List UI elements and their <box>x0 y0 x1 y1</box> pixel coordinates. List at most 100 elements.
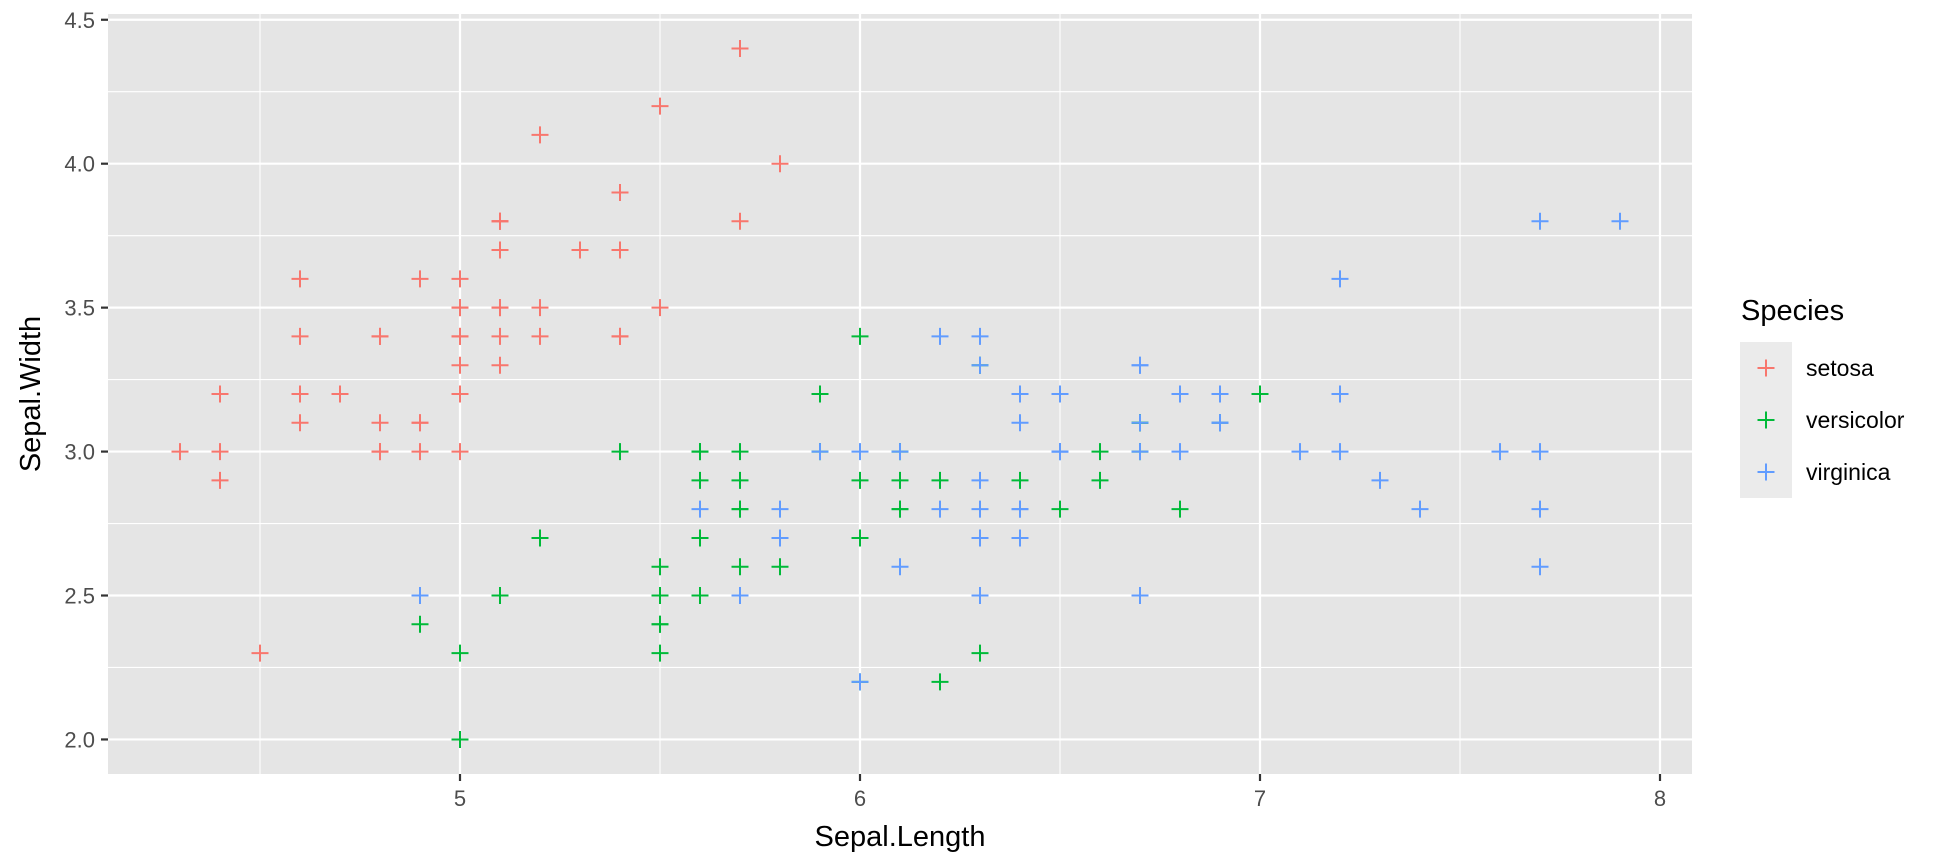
data-point-versicolor <box>1091 471 1109 489</box>
data-point-virginica <box>1011 529 1029 547</box>
data-point-setosa <box>371 414 389 432</box>
data-point-virginica <box>1331 270 1349 288</box>
y-tick-label: 3.0 <box>64 440 95 465</box>
data-point-versicolor <box>891 471 909 489</box>
legend-label-setosa: setosa <box>1806 355 1874 381</box>
data-point-setosa <box>291 270 309 288</box>
data-point-versicolor <box>931 471 949 489</box>
data-point-virginica <box>1291 443 1309 461</box>
data-point-virginica <box>971 471 989 489</box>
data-point-versicolor <box>851 471 869 489</box>
data-point-setosa <box>491 327 509 345</box>
data-point-setosa <box>451 299 469 317</box>
data-point-virginica <box>1531 443 1549 461</box>
y-tick-label: 4.5 <box>64 8 95 33</box>
x-tick-label: 6 <box>854 786 866 811</box>
data-point-setosa <box>291 385 309 403</box>
data-point-virginica <box>851 673 869 691</box>
data-point-virginica <box>1491 443 1509 461</box>
data-point-versicolor <box>1051 500 1069 518</box>
data-point-virginica <box>1051 443 1069 461</box>
data-point-versicolor <box>731 471 749 489</box>
data-point-setosa <box>611 183 629 201</box>
data-point-virginica <box>771 500 789 518</box>
data-point-virginica <box>971 500 989 518</box>
data-point-versicolor <box>651 615 669 633</box>
data-point-setosa <box>651 97 669 115</box>
data-point-virginica <box>1531 558 1549 576</box>
data-point-virginica <box>1131 414 1149 432</box>
data-point-setosa <box>411 414 429 432</box>
data-point-setosa <box>491 212 509 230</box>
data-point-versicolor <box>851 327 869 345</box>
x-axis-title: Sepal.Length <box>815 821 986 853</box>
data-point-setosa <box>211 385 229 403</box>
data-point-virginica <box>1211 385 1229 403</box>
data-point-versicolor <box>411 615 429 633</box>
data-point-setosa <box>731 40 749 58</box>
data-point-versicolor <box>651 558 669 576</box>
data-point-setosa <box>251 644 269 662</box>
data-point-virginica <box>1211 414 1229 432</box>
data-point-versicolor <box>811 385 829 403</box>
data-point-setosa <box>531 327 549 345</box>
data-point-setosa <box>451 443 469 461</box>
y-tick-label: 2.5 <box>64 584 95 609</box>
data-point-virginica <box>1131 356 1149 374</box>
data-point-virginica <box>1371 471 1389 489</box>
data-point-versicolor <box>1011 471 1029 489</box>
data-point-setosa <box>731 212 749 230</box>
y-axis-title: Sepal.Width <box>15 316 47 472</box>
data-points <box>171 40 1629 748</box>
data-point-versicolor <box>491 587 509 605</box>
data-point-virginica <box>1131 587 1149 605</box>
data-point-setosa <box>451 327 469 345</box>
x-tick-label: 7 <box>1254 786 1266 811</box>
data-point-versicolor <box>1251 385 1269 403</box>
y-tick-label: 3.5 <box>64 296 95 321</box>
data-point-setosa <box>571 241 589 259</box>
data-point-virginica <box>731 587 749 605</box>
data-point-setosa <box>491 241 509 259</box>
data-point-virginica <box>1131 443 1149 461</box>
data-point-versicolor <box>451 730 469 748</box>
y-tick-label: 4.0 <box>64 152 95 177</box>
data-point-setosa <box>211 471 229 489</box>
data-point-versicolor <box>531 529 549 547</box>
data-point-virginica <box>891 443 909 461</box>
data-point-versicolor <box>691 443 709 461</box>
data-point-versicolor <box>931 673 949 691</box>
data-point-setosa <box>411 443 429 461</box>
data-point-virginica <box>971 327 989 345</box>
data-point-versicolor <box>771 558 789 576</box>
data-point-virginica <box>1011 385 1029 403</box>
data-point-versicolor <box>731 558 749 576</box>
legend-marker-virginica <box>1757 463 1775 481</box>
data-point-virginica <box>851 443 869 461</box>
data-point-virginica <box>1611 212 1629 230</box>
data-point-versicolor <box>651 587 669 605</box>
data-point-setosa <box>291 327 309 345</box>
data-point-virginica <box>931 500 949 518</box>
data-point-virginica <box>1051 385 1069 403</box>
x-tick-label: 8 <box>1654 786 1666 811</box>
legend-label-versicolor: versicolor <box>1806 407 1905 433</box>
data-point-virginica <box>1531 500 1549 518</box>
data-point-setosa <box>451 270 469 288</box>
x-tick-label: 5 <box>454 786 466 811</box>
legend: Species setosa versicolor virginica <box>1740 295 1905 498</box>
data-point-versicolor <box>731 443 749 461</box>
data-point-setosa <box>611 241 629 259</box>
data-point-versicolor <box>651 644 669 662</box>
legend-marker-setosa <box>1757 359 1775 377</box>
data-point-setosa <box>491 356 509 374</box>
data-point-versicolor <box>691 587 709 605</box>
data-point-versicolor <box>891 500 909 518</box>
data-point-setosa <box>451 356 469 374</box>
data-point-versicolor <box>971 644 989 662</box>
data-point-versicolor <box>731 500 749 518</box>
legend-title: Species <box>1741 295 1844 327</box>
data-point-virginica <box>1011 414 1029 432</box>
data-point-setosa <box>291 414 309 432</box>
y-tick-label: 2.0 <box>64 727 95 752</box>
